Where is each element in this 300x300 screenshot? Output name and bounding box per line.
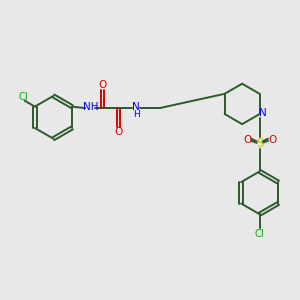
Text: O: O [243,135,251,145]
Text: O: O [99,80,107,90]
Text: S: S [256,137,263,150]
Text: O: O [114,127,122,136]
Text: N: N [259,108,267,118]
Text: O: O [268,135,276,145]
Text: Cl: Cl [18,92,28,102]
Text: Cl: Cl [255,229,265,238]
Text: H: H [133,110,140,118]
Text: NH: NH [83,102,99,112]
Text: N: N [132,102,140,112]
